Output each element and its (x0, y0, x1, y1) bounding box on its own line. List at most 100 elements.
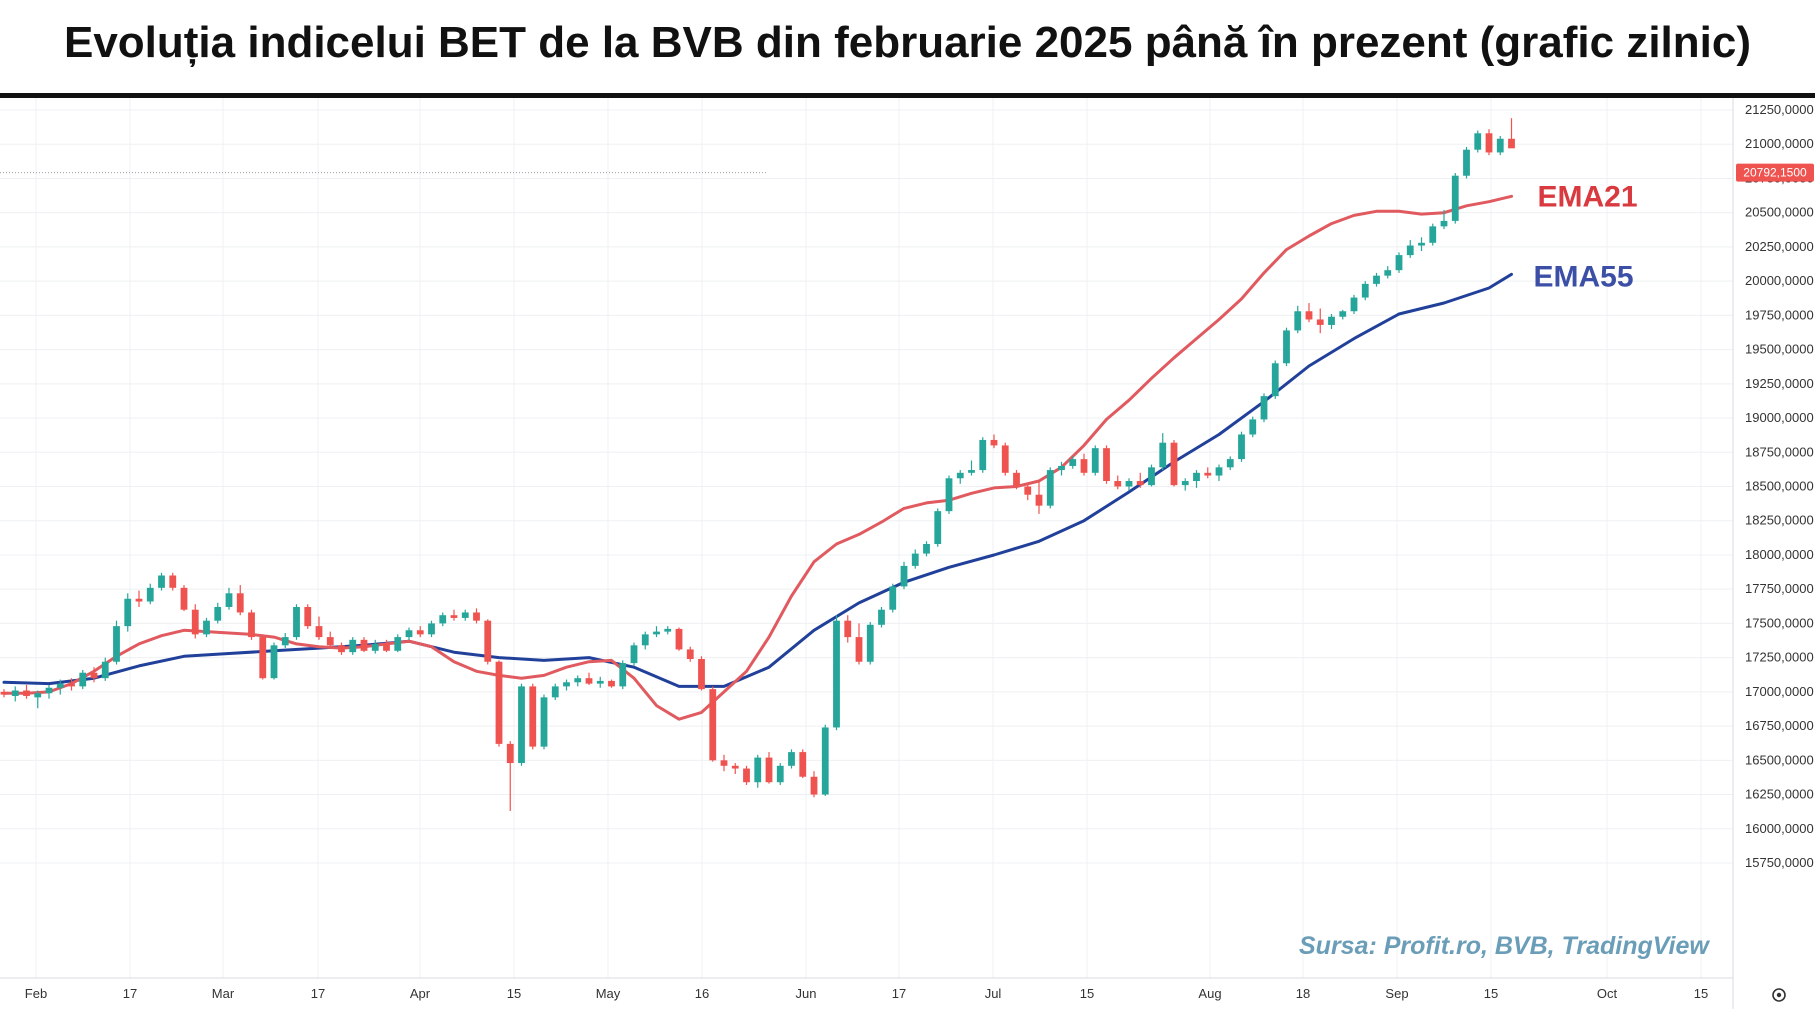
candle-body (844, 620, 852, 638)
candle-body (1069, 459, 1077, 466)
candle (1080, 453, 1088, 476)
candle-body (810, 776, 818, 795)
candle (1485, 129, 1493, 156)
candle (889, 583, 897, 613)
candle-body (776, 765, 784, 783)
candle (1451, 172, 1459, 224)
candle-body (11, 690, 19, 696)
candle-body (1001, 445, 1009, 473)
candle (1328, 313, 1335, 330)
candle (1013, 470, 1020, 490)
y-tick-label: 18500,0000 (1745, 479, 1814, 494)
candle (754, 754, 762, 788)
candle (1361, 281, 1369, 301)
candle-body (1226, 459, 1234, 468)
candle-body (349, 639, 357, 653)
candle-body (1474, 133, 1482, 150)
candle-body (1260, 396, 1268, 420)
candle-body (529, 686, 537, 747)
candle-body (1350, 297, 1358, 312)
candle (506, 741, 514, 811)
candle-body (124, 598, 132, 627)
candle-body (990, 439, 998, 446)
candle (1463, 146, 1470, 179)
candle (630, 642, 638, 666)
candle (439, 612, 447, 627)
candle (1260, 393, 1268, 423)
candle-body (0, 691, 8, 695)
candle (833, 615, 840, 731)
candle-body (1508, 138, 1515, 149)
x-tick-label: 17 (123, 986, 137, 1001)
candle (1373, 272, 1380, 287)
candle-body (214, 606, 222, 621)
candle (146, 583, 154, 605)
candle (461, 609, 469, 621)
candle (698, 656, 705, 691)
candle-body (1328, 316, 1335, 325)
candle (169, 572, 177, 591)
candle (371, 639, 379, 654)
candle (191, 604, 199, 639)
candle (518, 683, 525, 766)
candle-body (338, 645, 345, 653)
candle-body (596, 680, 604, 684)
y-tick-label: 20000,0000 (1745, 273, 1814, 288)
x-tick-label: Jul (985, 986, 1002, 1001)
x-tick-label: Feb (25, 986, 47, 1001)
candle-body (1125, 481, 1133, 487)
last-price-value: 20792,1500 (1743, 166, 1807, 180)
bet-candlestick-chart: 21250,000021000,000020750,000020500,0000… (0, 98, 1814, 1009)
y-tick-label: 16750,0000 (1745, 718, 1814, 733)
gear-icon[interactable] (1772, 988, 1786, 1002)
candle (990, 434, 998, 449)
candle (1294, 305, 1302, 334)
candle (1508, 118, 1515, 149)
candle (788, 749, 795, 769)
candle-body (191, 609, 199, 635)
candle-body (630, 645, 638, 664)
candle-body (293, 606, 300, 638)
ema55-label: EMA55 (1534, 260, 1634, 293)
y-tick-label: 16000,0000 (1745, 821, 1814, 836)
candle-body (315, 626, 323, 638)
candle-body (135, 598, 143, 602)
candle (709, 686, 717, 762)
candle (1474, 130, 1482, 153)
candle (810, 771, 818, 798)
candle (1395, 252, 1403, 273)
candle (664, 626, 672, 635)
candle (270, 642, 278, 680)
candle (1339, 309, 1347, 320)
x-tick-label: Aug (1198, 986, 1221, 1001)
candle (11, 686, 19, 702)
y-tick-label: 17250,0000 (1745, 650, 1814, 665)
candle-body (1463, 149, 1470, 176)
candle-body (1114, 481, 1122, 487)
candle (203, 617, 210, 638)
candle (900, 561, 908, 590)
candle-body (248, 612, 255, 638)
candle-body (180, 587, 188, 610)
candle (383, 639, 390, 653)
candle (1125, 478, 1133, 491)
ema55-line (2, 272, 1513, 688)
candle-body (934, 511, 942, 545)
candle-body (1204, 472, 1212, 476)
candle-body (270, 645, 278, 679)
candle (1091, 445, 1099, 476)
candle (1024, 483, 1032, 501)
candle-body (146, 587, 154, 602)
candle-body (979, 439, 987, 471)
x-tick-label: 16 (695, 986, 709, 1001)
candle-body (1316, 319, 1324, 325)
x-tick-label: May (596, 986, 621, 1001)
candle (450, 609, 458, 621)
candle (113, 620, 120, 665)
candle (641, 631, 649, 650)
candle (394, 634, 402, 653)
y-tick-label: 20500,0000 (1745, 205, 1814, 220)
candle-body (1148, 467, 1155, 486)
candle (259, 634, 267, 680)
source-note: Sursa: Profit.ro, BVB, TradingView (1299, 932, 1710, 960)
